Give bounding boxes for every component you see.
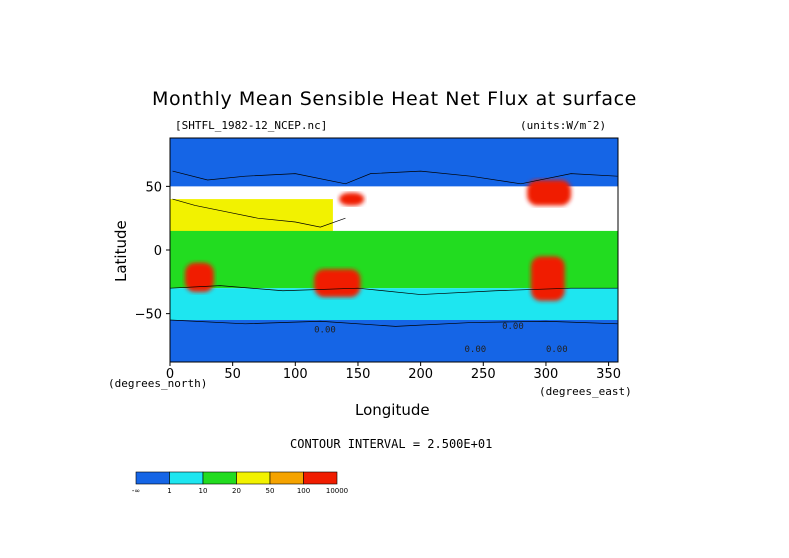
y-axis: 50 0 −50: [135, 180, 170, 323]
field-layer: [170, 138, 618, 362]
x-tick-label: 350: [596, 367, 621, 382]
x-tick-label: 200: [408, 367, 433, 382]
region-kuroshio: [339, 192, 365, 206]
colorbar-label: -∞: [132, 487, 140, 495]
x-tick-label: 250: [471, 367, 496, 382]
x-axis: 0 50 100 150 200 250 300 350: [166, 362, 621, 382]
colorbar-label: 1: [167, 487, 171, 495]
x-unit-label: (degrees_east): [539, 385, 632, 398]
y-unit-label: (degrees_north): [108, 377, 208, 390]
colorbar-swatch: [269, 471, 304, 485]
y-tick-label: −50: [135, 308, 162, 323]
dataset-subtitle: [SHTFL_1982-12_NCEP.nc]: [175, 119, 328, 132]
contour-label: 0.00: [314, 326, 336, 336]
contour-label: 0.00: [502, 322, 524, 332]
contour-line: [170, 285, 618, 295]
region-antarctic-band: [170, 320, 618, 362]
contour-line: [172, 170, 618, 185]
x-axis-title: Longitude: [355, 401, 430, 419]
colorbar-label: 10000: [326, 487, 348, 495]
region-australia: [314, 269, 361, 298]
region-southern-africa: [185, 262, 214, 292]
y-tick-label: 0: [154, 244, 162, 259]
region-south-america: [530, 256, 565, 301]
y-axis-title: Latitude: [112, 220, 130, 282]
contour-label: 0.00: [464, 345, 486, 355]
plot-area: 0.00 0.00 0.00 0.00: [170, 138, 618, 362]
colorbar-label: 100: [297, 487, 310, 495]
colorbar: -∞ 1 10 20 50 100 10000: [132, 471, 348, 495]
contour-interval: CONTOUR INTERVAL = 2.500E+01: [290, 437, 493, 451]
colorbar-swatch: [236, 471, 271, 485]
region-north-polar-and-continents-negative: [170, 138, 618, 187]
contour-line: [172, 198, 346, 228]
colorbar-label: 10: [199, 487, 208, 495]
x-tick-label: 100: [283, 367, 308, 382]
y-tick-label: 50: [145, 180, 162, 195]
x-tick-label: 300: [534, 367, 559, 382]
contour-line: [170, 319, 618, 327]
colorbar-swatch: [169, 471, 204, 485]
x-tick-label: 0: [166, 367, 174, 382]
contour-label: 0.00: [546, 345, 568, 355]
region-gulf-stream: [527, 180, 572, 206]
colorbar-label: 20: [232, 487, 241, 495]
contour-lines: [170, 170, 618, 327]
x-tick-label: 150: [346, 367, 371, 382]
colorbar-swatch: [135, 471, 170, 485]
colorbar-label: 50: [266, 487, 275, 495]
x-tick-label: 50: [224, 367, 241, 382]
chart-title: Monthly Mean Sensible Heat Net Flux at s…: [152, 88, 637, 110]
colorbar-swatch: [303, 471, 338, 485]
colorbar-swatch: [202, 471, 237, 485]
units-label: (units:W/m¯2): [520, 119, 607, 132]
